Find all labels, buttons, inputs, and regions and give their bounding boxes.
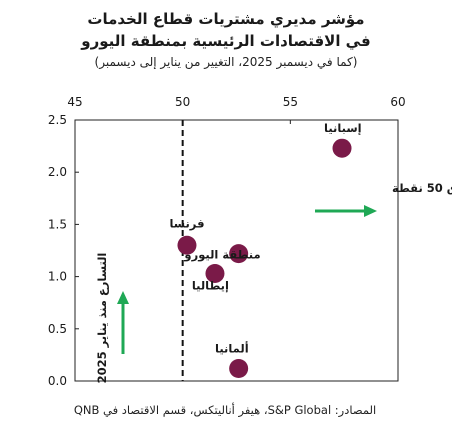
point-label: إسبانيا	[324, 121, 362, 135]
point-label: ألمانيا	[215, 340, 249, 355]
chart-subtitle: (كما في ديسمبر 2025، التغيير من يناير إل…	[94, 55, 358, 69]
chart-title-line1: مؤشر مديري مشتريات قطاع الخدمات	[87, 10, 365, 28]
data-point	[205, 263, 225, 283]
point-label: فرنسا	[169, 216, 204, 230]
chart-title-line2: في الاقتصادات الرئيسية بمنطقة اليورو	[81, 32, 371, 50]
data-point	[177, 235, 197, 255]
y-tick-label: 2.5	[48, 113, 67, 127]
y-tick-label: 1.5	[48, 217, 67, 231]
y-tick-label: 2.0	[48, 165, 67, 179]
data-point	[229, 244, 249, 264]
x-tick-label: 55	[283, 95, 298, 109]
point-label: منطقة اليورو	[183, 248, 260, 263]
data-point	[332, 138, 352, 158]
y-tick-label: 1.0	[48, 270, 67, 284]
x-tick-label: 45	[67, 95, 82, 109]
y-tick-label: 0.5	[48, 322, 67, 336]
point-label: إيطاليا	[192, 278, 229, 292]
annotation-expansion: التوسع في نهاية 2025: فوق 50 نقطة	[392, 181, 452, 196]
y-tick-label: 0.0	[48, 374, 67, 388]
source-note: المصادر: S&P Global، هيفر أناليتكس، قسم …	[73, 403, 377, 417]
right-arrow-icon	[364, 205, 377, 217]
plot-frame	[74, 119, 399, 382]
x-tick-label: 50	[175, 95, 190, 109]
up-arrow-icon	[117, 291, 129, 304]
data-point	[229, 358, 249, 378]
annotation-acceleration: التسارع منذ يناير 2025	[95, 253, 109, 384]
x-tick-label: 60	[390, 95, 405, 109]
